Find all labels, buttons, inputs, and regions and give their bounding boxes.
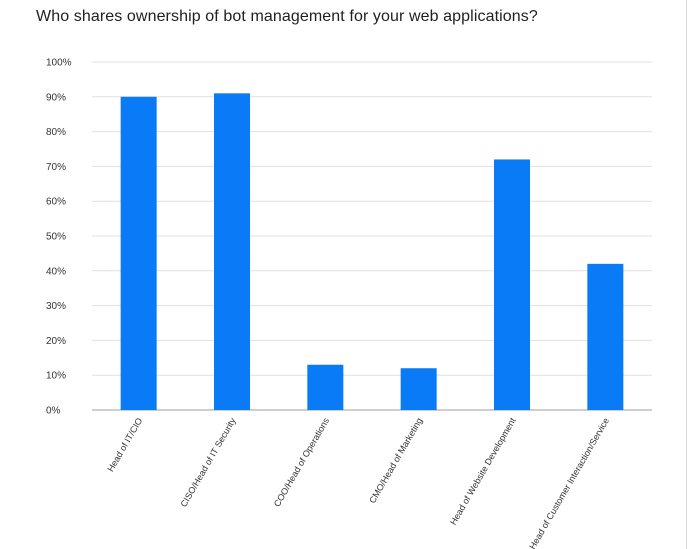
y-tick-label: 100% [46,58,72,69]
bar [400,368,437,410]
chart-title: Who shares ownership of bot management f… [36,8,538,25]
y-tick-label: 30% [46,301,66,312]
x-tick-label: Head of Customer Interaction/Service [527,416,611,549]
bar [587,263,624,410]
y-tick-label: 90% [46,92,66,103]
x-tick-label: CMO/Head of Marketing [367,416,424,505]
x-tick-label: Head of Website Development [448,416,518,527]
y-tick-label: 0% [46,406,61,417]
y-tick-label: 80% [46,127,66,138]
x-tick-label: Head of IT/CIO [105,416,144,473]
y-tick-label: 60% [46,197,66,208]
x-tick-label: CISO/Head of IT Security [178,416,238,509]
y-tick-label: 40% [46,266,66,277]
frame-edge [686,0,687,549]
bar [214,93,250,410]
bar [307,364,344,410]
y-tick-label: 70% [46,162,66,173]
x-tick-label: COO/Head of Operations [272,416,331,509]
y-tick-label: 20% [46,336,66,347]
y-tick-label: 10% [46,371,66,382]
bar [120,96,157,411]
y-tick-label: 50% [46,232,66,243]
bar [494,159,530,410]
